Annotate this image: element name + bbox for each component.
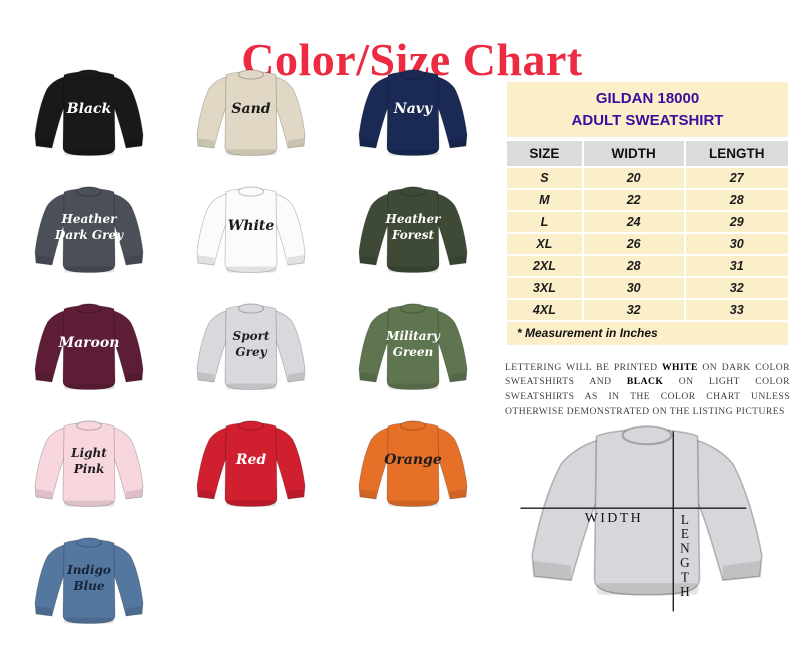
size-column-header: SIZE bbox=[507, 140, 582, 166]
sweatshirt-label: Sport Grey bbox=[233, 329, 270, 359]
sweatshirt-label: Light Pink bbox=[70, 446, 107, 476]
sweatshirt-black: Black bbox=[8, 62, 170, 179]
sweatshirt-graphic: Sand bbox=[196, 69, 306, 156]
sweatshirt-red: Red bbox=[170, 413, 332, 530]
size-table: SIZE WIDTH LENGTH S 20 27 M 22 28 L 24 29 XL 26 30 2XL… bbox=[505, 139, 790, 322]
sweatshirt-label: Heather Forest bbox=[385, 212, 443, 242]
size-cell: 3XL bbox=[507, 277, 582, 298]
size-cell: 28 bbox=[685, 189, 788, 210]
sweatshirt-orange: Orange bbox=[332, 413, 494, 530]
sweatshirt-label: Black bbox=[66, 101, 112, 117]
size-cell: 33 bbox=[685, 299, 788, 320]
sweatshirt-graphic: Heather Dark Grey bbox=[34, 186, 144, 273]
sweatshirt-white: White bbox=[170, 179, 332, 296]
sweatshirt-graphic: Orange bbox=[358, 420, 468, 507]
sweatshirt-graphic: Light Pink bbox=[34, 420, 144, 507]
size-row-s: S 20 27 bbox=[507, 167, 788, 188]
printing-note-emphasis: BLACK bbox=[626, 376, 664, 388]
diagram-sweatshirt bbox=[531, 425, 763, 596]
sweatshirt-graphic: Maroon bbox=[34, 303, 144, 390]
sweatshirt-sport-grey: Sport Grey bbox=[170, 296, 332, 413]
printing-note-text: LETTERING WILL BE PRINTED bbox=[505, 361, 663, 373]
sweatshirt-graphic: Black bbox=[34, 69, 144, 156]
sweatshirt-graphic: Navy bbox=[358, 69, 468, 156]
sweatshirt-light-pink: Light Pink bbox=[8, 413, 170, 530]
size-cell: M bbox=[507, 189, 582, 210]
sweatshirt-label: Sand bbox=[231, 101, 270, 117]
sweatshirt-label: Indigo Blue bbox=[66, 563, 111, 593]
size-cell: 24 bbox=[583, 211, 684, 232]
size-cell: 29 bbox=[685, 211, 788, 232]
sweatshirt-military-green: Military Green bbox=[332, 296, 494, 413]
sweatshirt-graphic: Sport Grey bbox=[196, 303, 306, 390]
sweatshirt-heather-dark-grey: Heather Dark Grey bbox=[8, 179, 170, 296]
sweatshirt-graphic: Heather Forest bbox=[358, 186, 468, 273]
size-table-header-row: SIZE WIDTH LENGTH bbox=[507, 140, 788, 166]
size-table-body: S 20 27 M 22 28 L 24 29 XL 26 30 2XL 28 31 3XL 30 32 4XL 32… bbox=[507, 167, 788, 320]
size-cell: 22 bbox=[583, 189, 684, 210]
size-row-xl: XL 26 30 bbox=[507, 233, 788, 254]
printing-note: LETTERING WILL BE PRINTED WHITE ON DARK … bbox=[505, 361, 790, 420]
size-cell: 26 bbox=[583, 233, 684, 254]
size-cell: 27 bbox=[685, 167, 788, 188]
size-cell: 30 bbox=[685, 233, 788, 254]
size-row-m: M 22 28 bbox=[507, 189, 788, 210]
sweatshirt-indigo-blue: Indigo Blue bbox=[8, 530, 170, 647]
printing-note-emphasis: WHITE bbox=[662, 361, 698, 373]
sweatshirt-label: Military Green bbox=[385, 329, 441, 359]
sweatshirt-sand: Sand bbox=[170, 62, 332, 179]
size-panel: GILDAN 18000 ADULT SWEATSHIRT SIZE WIDTH L… bbox=[507, 82, 788, 345]
size-row-4xl: 4XL 32 33 bbox=[507, 299, 788, 320]
size-cell: 31 bbox=[685, 255, 788, 276]
size-column-header: LENGTH bbox=[685, 140, 788, 166]
size-cell: 32 bbox=[583, 299, 684, 320]
size-cell: 30 bbox=[583, 277, 684, 298]
sweatshirt-label: Maroon bbox=[58, 335, 120, 351]
size-panel-title: GILDAN 18000 ADULT SWEATSHIRT bbox=[507, 82, 788, 137]
sweatshirt-label: Red bbox=[235, 452, 267, 468]
color-swatch-grid: Black Sand Navy bbox=[8, 62, 494, 647]
size-row-2xl: 2XL 28 31 bbox=[507, 255, 788, 276]
size-cell: 32 bbox=[685, 277, 788, 298]
size-panel-title-line2: ADULT SWEATSHIRT bbox=[571, 111, 724, 129]
sweatshirt-graphic: Red bbox=[196, 420, 306, 507]
size-panel-title-line1: GILDAN 18000 bbox=[595, 90, 700, 107]
size-cell: L bbox=[507, 211, 582, 232]
sweatshirt-heather-forest: Heather Forest bbox=[332, 179, 494, 296]
sweatshirt-graphic: Military Green bbox=[358, 303, 468, 390]
size-cell: 28 bbox=[583, 255, 684, 276]
size-cell: 20 bbox=[583, 167, 684, 188]
sweatshirt-label: Orange bbox=[384, 452, 442, 468]
size-cell: 2XL bbox=[507, 255, 582, 276]
sweatshirt-navy: Navy bbox=[332, 62, 494, 179]
size-cell: XL bbox=[507, 233, 582, 254]
sweatshirt-graphic: Indigo Blue bbox=[34, 537, 144, 624]
sweatshirt-label: Heather Dark Grey bbox=[54, 212, 124, 242]
sweatshirt-label: White bbox=[228, 218, 275, 234]
size-cell: 4XL bbox=[507, 299, 582, 320]
width-label: WIDTH bbox=[585, 511, 643, 526]
printing-note-text: ON DARK COLOR SWEATSHIRTS AND bbox=[505, 361, 790, 388]
size-cell: S bbox=[507, 167, 582, 188]
sweatshirt-maroon: Maroon bbox=[8, 296, 170, 413]
sweatshirt-graphic: White bbox=[196, 186, 306, 273]
printing-note-text: ON LIGHT COLOR SWEATSHIRTS AS IN THE COL… bbox=[505, 376, 790, 418]
measurement-footnote: * Measurement in Inches bbox=[507, 321, 788, 345]
size-row-l: L 24 29 bbox=[507, 211, 788, 232]
sweatshirt-label: Navy bbox=[393, 101, 433, 117]
size-row-3xl: 3XL 30 32 bbox=[507, 277, 788, 298]
size-column-header: WIDTH bbox=[583, 140, 684, 166]
